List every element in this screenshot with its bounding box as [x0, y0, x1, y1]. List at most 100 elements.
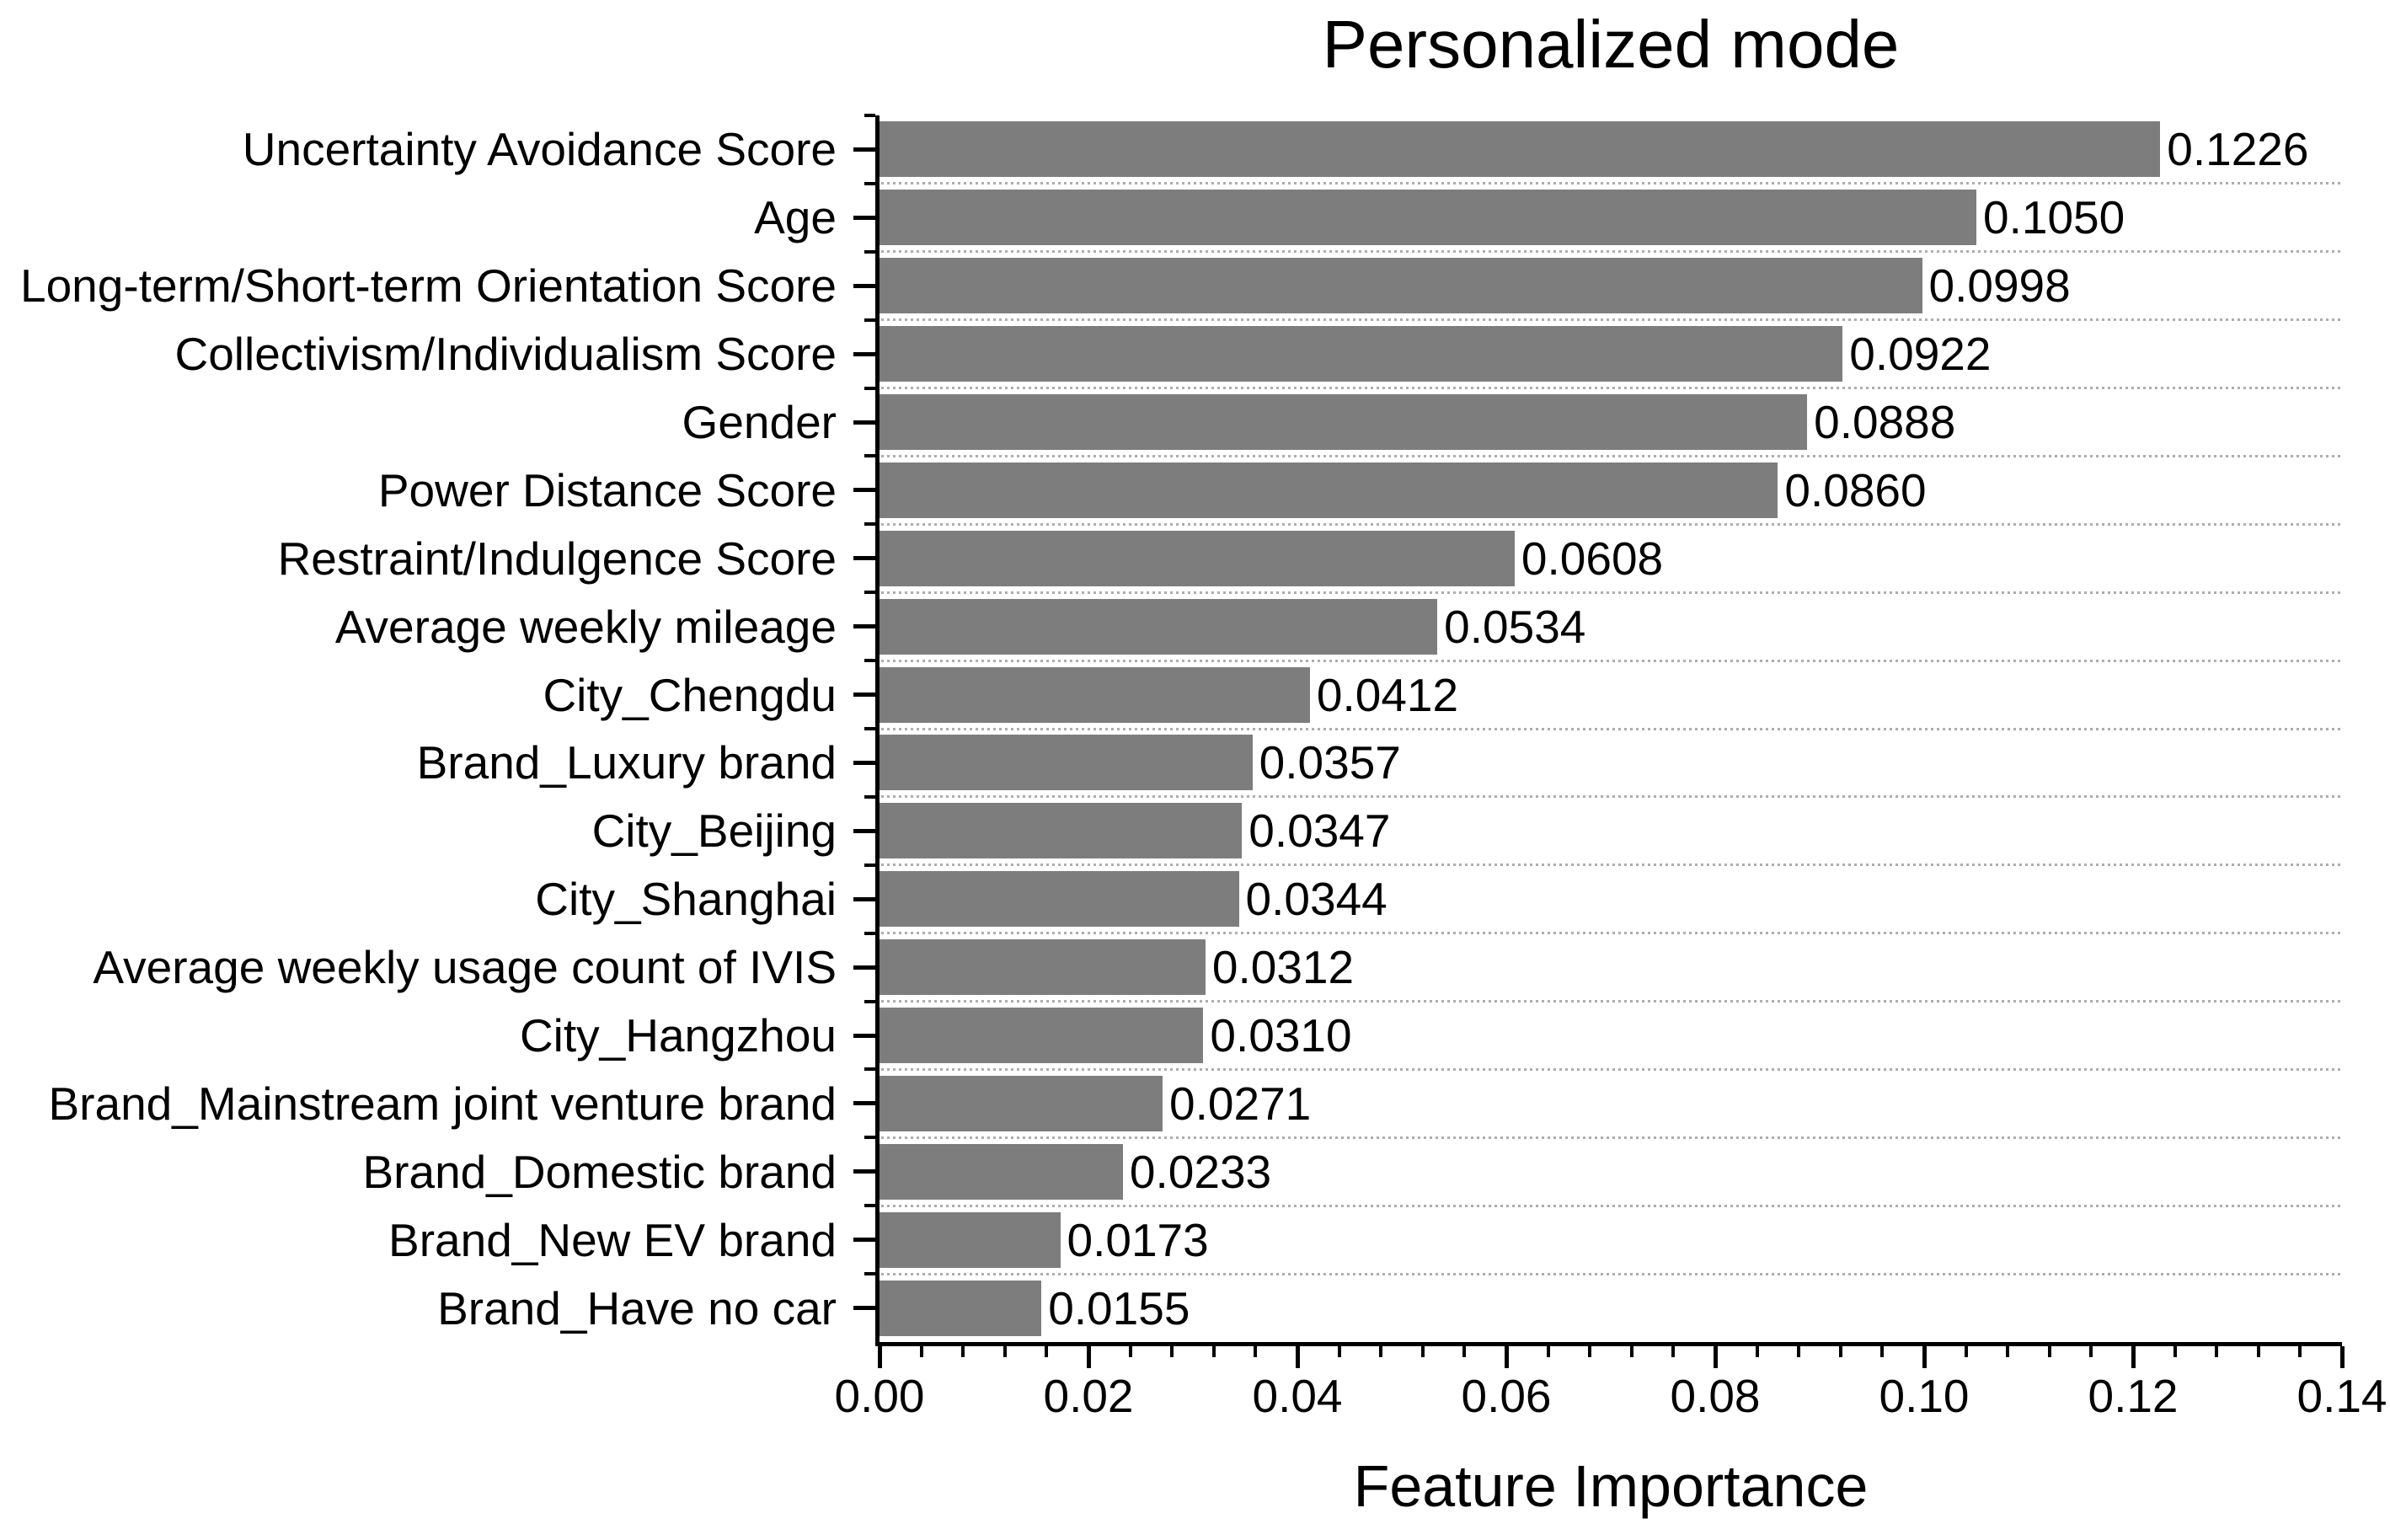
x-minor-tick: [1379, 1346, 1383, 1357]
gridline: [881, 1000, 2342, 1003]
gridline: [881, 659, 2342, 662]
x-tick-label: 0.02: [1043, 1370, 1134, 1422]
bar: [880, 1211, 1061, 1268]
bar-value-label: 0.0888: [1814, 396, 1956, 448]
x-minor-tick: [1170, 1346, 1174, 1357]
x-minor-tick: [919, 1346, 923, 1357]
x-major-tick: [1295, 1346, 1300, 1368]
bar: [880, 530, 1515, 586]
y-category-label: Brand_New EV brand: [388, 1213, 837, 1266]
y-minor-tick: [864, 659, 875, 663]
x-minor-tick: [1211, 1346, 1216, 1357]
y-category-label: City_Beijing: [591, 805, 837, 858]
y-minor-tick: [864, 794, 875, 799]
y-major-tick: [853, 692, 875, 698]
x-tick-label: 0.14: [2296, 1370, 2387, 1422]
x-minor-tick: [1964, 1346, 1968, 1357]
bar: [880, 1075, 1163, 1131]
x-minor-tick: [1337, 1346, 1341, 1357]
bar-value-label: 0.1226: [2167, 123, 2309, 176]
x-major-tick: [1504, 1346, 1509, 1368]
bar-value-label: 0.0357: [1259, 736, 1401, 789]
bar-value-label: 0.0173: [1067, 1213, 1209, 1266]
x-minor-tick: [2047, 1346, 2051, 1357]
y-category-label: Brand_Luxury brand: [416, 736, 837, 789]
y-category-label: Restraint/Indulgence Score: [277, 532, 837, 585]
bar-value-label: 0.0310: [1210, 1009, 1352, 1061]
bar-value-label: 0.0233: [1129, 1145, 1272, 1198]
y-major-tick: [853, 147, 875, 152]
x-tick-label: 0.10: [1879, 1370, 1970, 1422]
y-category-label: City_Chengdu: [543, 668, 837, 721]
bar: [880, 1008, 1204, 1063]
y-major-tick: [853, 624, 875, 629]
y-minor-tick: [864, 591, 875, 595]
gridline: [881, 864, 2342, 867]
y-minor-tick: [864, 454, 875, 458]
y-category-label: Collectivism/Individualism Score: [174, 328, 837, 381]
bar: [880, 1143, 1123, 1200]
y-minor-tick: [864, 1272, 875, 1276]
y-category-label: Brand_Domestic brand: [362, 1145, 837, 1198]
bar: [880, 939, 1206, 996]
x-minor-tick: [2089, 1346, 2093, 1357]
y-category-label: City_Hangzhou: [519, 1009, 837, 1061]
bar: [880, 462, 1778, 518]
x-minor-tick: [2256, 1346, 2260, 1357]
gridline: [881, 1136, 2342, 1139]
gridline: [881, 387, 2342, 390]
bar: [880, 735, 1253, 791]
y-minor-tick: [864, 522, 875, 527]
x-tick-label: 0.12: [2088, 1370, 2179, 1422]
x-minor-tick: [1671, 1346, 1676, 1357]
y-category-label: Uncertainty Avoidance Score: [242, 123, 837, 176]
bar: [880, 121, 2161, 178]
bar: [880, 598, 1438, 655]
y-major-tick: [853, 556, 875, 561]
x-minor-tick: [1880, 1346, 1885, 1357]
x-major-tick: [1922, 1346, 1927, 1368]
gridline: [881, 522, 2342, 526]
y-category-label: Gender: [682, 396, 837, 448]
bar-value-label: 0.0412: [1316, 668, 1459, 721]
y-major-tick: [853, 215, 875, 220]
bar: [880, 1280, 1042, 1336]
gridline: [881, 250, 2342, 254]
gridline: [881, 1204, 2342, 1207]
x-axis-spine: [875, 1342, 2342, 1346]
x-minor-tick: [1254, 1346, 1258, 1357]
x-minor-tick: [1546, 1346, 1550, 1357]
bar-value-label: 0.1050: [1983, 191, 2125, 244]
y-major-tick: [853, 1306, 875, 1311]
bar: [880, 803, 1243, 859]
y-major-tick: [853, 488, 875, 493]
x-minor-tick: [1003, 1346, 1007, 1357]
bar: [880, 326, 1843, 382]
gridline: [881, 454, 2342, 457]
gridline: [881, 591, 2342, 594]
y-major-tick: [853, 1238, 875, 1243]
bar: [880, 394, 1808, 450]
x-minor-tick: [1755, 1346, 1759, 1357]
y-category-label: Long-term/Short-term Orientation Score: [20, 259, 837, 313]
y-minor-tick: [864, 931, 875, 935]
y-minor-tick: [864, 1204, 875, 1208]
x-minor-tick: [2006, 1346, 2010, 1357]
bar: [880, 871, 1239, 928]
x-minor-tick: [1462, 1346, 1467, 1357]
bar-value-label: 0.0312: [1211, 941, 1355, 994]
x-major-tick: [2339, 1346, 2345, 1368]
y-minor-tick: [864, 727, 875, 730]
y-minor-tick: [864, 181, 875, 185]
bar-value-label: 0.0271: [1169, 1077, 1312, 1130]
bar-value-label: 0.0534: [1444, 600, 1586, 653]
x-tick-label: 0.08: [1670, 1370, 1761, 1422]
y-major-tick: [853, 351, 875, 356]
y-minor-tick: [864, 1067, 875, 1072]
y-major-tick: [853, 1169, 875, 1174]
x-major-tick: [1086, 1346, 1091, 1368]
x-minor-tick: [1838, 1346, 1842, 1357]
gridline: [881, 932, 2342, 935]
y-minor-tick: [864, 318, 875, 322]
y-category-label: Brand_Mainstream joint venture brand: [48, 1077, 837, 1130]
